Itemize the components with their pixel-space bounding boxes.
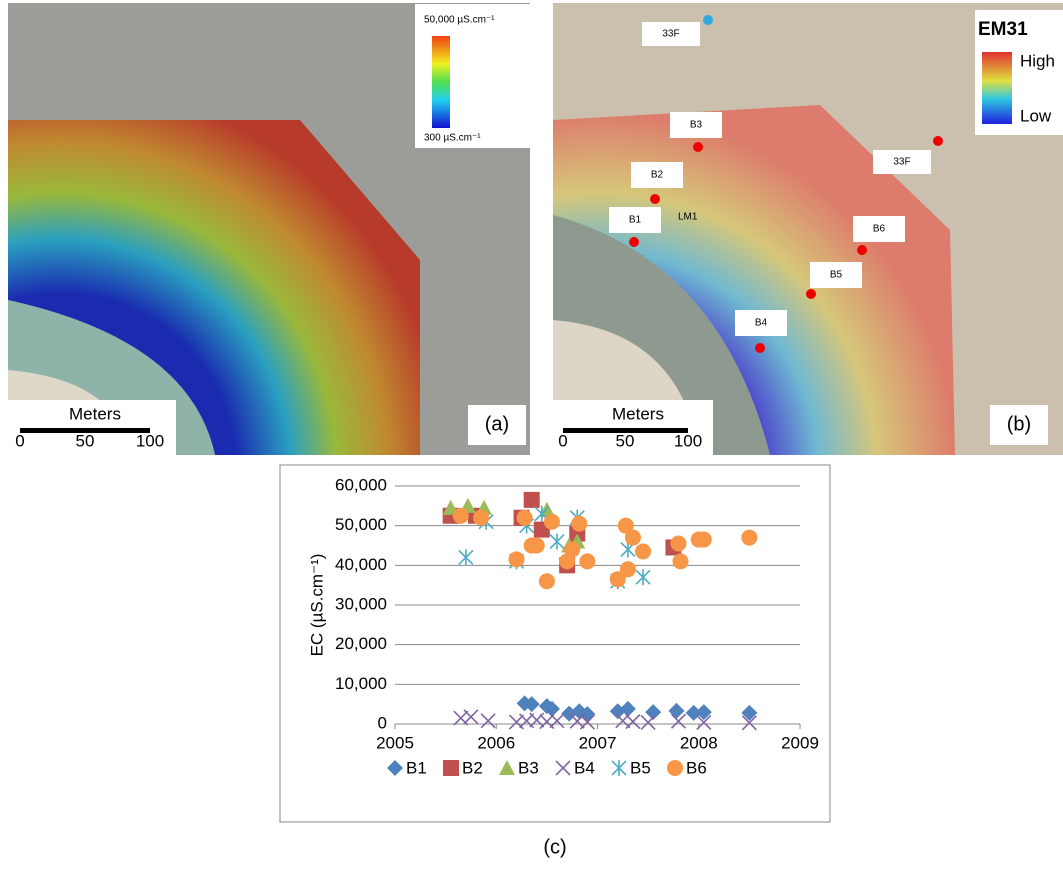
- site-dot: [703, 15, 713, 25]
- point: [635, 543, 651, 559]
- panel-label: (b): [1007, 413, 1031, 435]
- site-label: 33F: [662, 29, 679, 40]
- point: [620, 561, 636, 577]
- point: [529, 538, 545, 554]
- scale-label: 50: [616, 431, 635, 450]
- color-ramp: [982, 52, 1012, 124]
- site-dot: [693, 142, 703, 152]
- point: [696, 532, 712, 548]
- legend-label: B3: [518, 758, 539, 777]
- point: [509, 551, 525, 567]
- point: [544, 514, 560, 530]
- site-label: LM1: [678, 212, 698, 223]
- point: [673, 553, 689, 569]
- point: [453, 508, 469, 524]
- point: [571, 516, 587, 532]
- point: [741, 530, 757, 546]
- legend-label: B5: [630, 758, 651, 777]
- y-tick-label: 0: [378, 713, 387, 732]
- legend-label: B1: [406, 758, 427, 777]
- site-label: B6: [873, 224, 886, 235]
- scale-label: 50: [76, 431, 95, 450]
- site-dot: [755, 343, 765, 353]
- point: [564, 541, 580, 557]
- point: [579, 553, 595, 569]
- x-tick-label: 2009: [781, 733, 819, 752]
- y-tick-label: 30,000: [335, 594, 387, 613]
- y-tick-label: 10,000: [335, 674, 387, 693]
- site-label: B5: [830, 270, 843, 281]
- scale-label: 0: [558, 431, 567, 450]
- x-tick-label: 2006: [477, 733, 515, 752]
- scale-title: Meters: [69, 404, 121, 423]
- site-dot: [629, 237, 639, 247]
- legend-high: High: [1020, 51, 1055, 70]
- legend-min: 300 µS.cm⁻¹: [424, 133, 481, 144]
- point: [667, 760, 683, 776]
- point: [625, 530, 641, 546]
- scale-label: 100: [674, 431, 702, 450]
- point: [524, 492, 540, 508]
- y-tick-label: 40,000: [335, 555, 387, 574]
- y-axis-label: EC (µS.cm⁻¹): [307, 554, 326, 657]
- point: [539, 573, 555, 589]
- legend-max: 50,000 µS.cm⁻¹: [424, 15, 495, 26]
- scale-label: 100: [136, 431, 164, 450]
- x-tick-label: 2008: [680, 733, 718, 752]
- legend-low: Low: [1020, 106, 1052, 125]
- y-tick-label: 50,000: [335, 515, 387, 534]
- figure: 50,000 µS.cm⁻¹ 300 µS.cm⁻¹ Meters 0 50 1…: [0, 0, 1063, 864]
- point: [517, 510, 533, 526]
- x-tick-label: 2007: [579, 733, 617, 752]
- site-dot: [857, 245, 867, 255]
- caption: (c): [543, 836, 566, 858]
- site-dot: [806, 289, 816, 299]
- panel-a: 50,000 µS.cm⁻¹ 300 µS.cm⁻¹ Meters 0 50 1…: [8, 3, 530, 455]
- point: [443, 760, 459, 776]
- panel-label: (a): [485, 413, 509, 435]
- scale-label: 0: [15, 431, 24, 450]
- site-label: B4: [755, 318, 768, 329]
- legend-label: B6: [686, 758, 707, 777]
- legend-label: B4: [574, 758, 595, 777]
- site-label: B2: [651, 170, 664, 181]
- panel-b: EM31 High Low 33F 33F B1 B2 B3 B4 B5 B6 LM1 M…: [553, 3, 1063, 455]
- site-dot: [650, 194, 660, 204]
- point: [671, 536, 687, 552]
- color-ramp: [432, 36, 450, 128]
- legend-title: EM31: [978, 19, 1028, 40]
- site-label: B1: [629, 215, 642, 226]
- scale-title: Meters: [612, 404, 664, 423]
- legend-label: B2: [462, 758, 483, 777]
- point: [473, 510, 489, 526]
- site-dot: [933, 136, 943, 146]
- site-label: 33F: [893, 157, 910, 168]
- y-tick-label: 20,000: [335, 634, 387, 653]
- site-label: B3: [690, 120, 703, 131]
- y-tick-label: 60,000: [335, 475, 387, 494]
- x-tick-label: 2005: [376, 733, 414, 752]
